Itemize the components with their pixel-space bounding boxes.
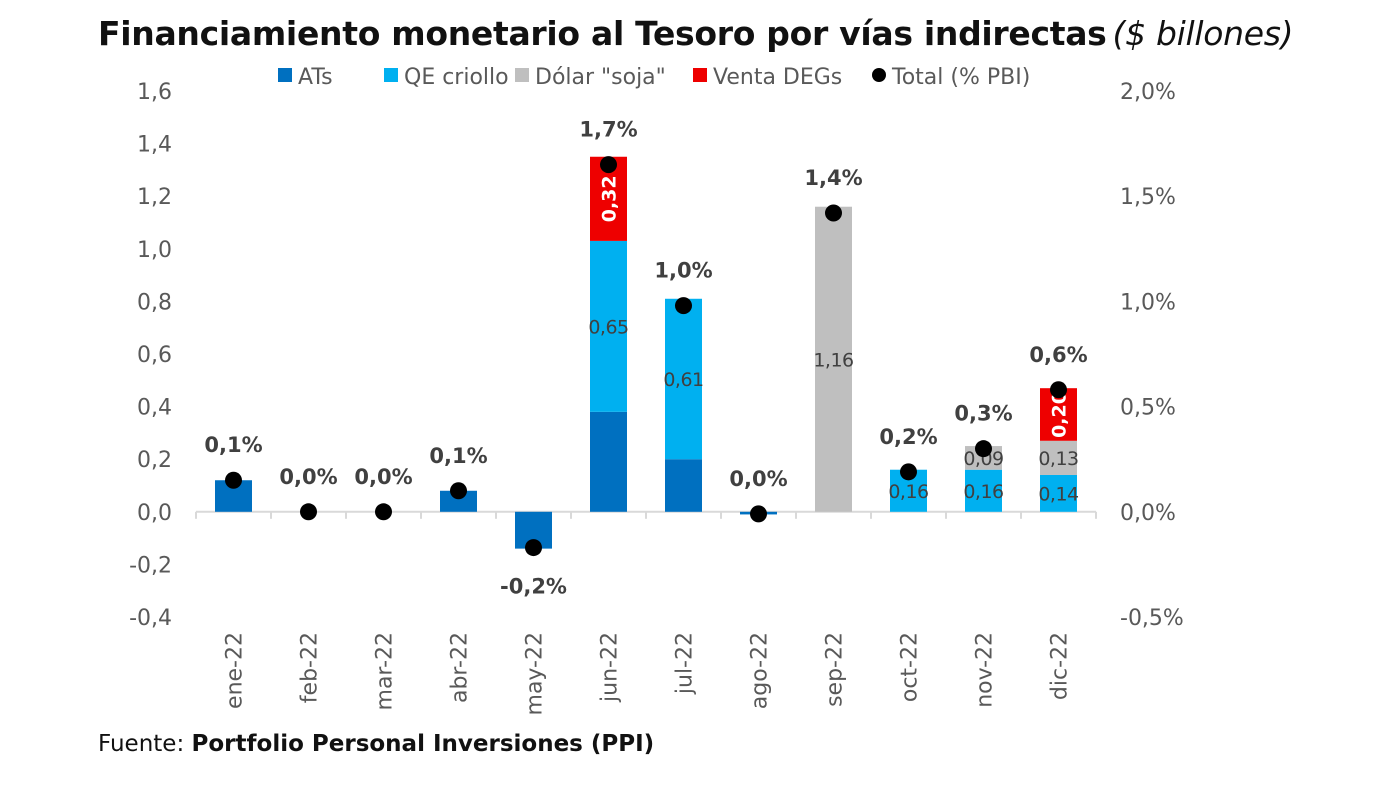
y-left-tick-label: 0,2 [137, 448, 172, 473]
y-left-tick-label: 1,4 [137, 133, 172, 158]
total-dot [525, 539, 542, 557]
total-data-label: 0,1% [429, 444, 487, 468]
legend-swatch [515, 68, 529, 82]
bar-data-label: 0,20 [1049, 391, 1071, 438]
total-dot [300, 503, 317, 521]
bar-data-label: 1,16 [813, 349, 853, 371]
total-data-label: 0,0% [354, 465, 412, 489]
y-left-tick-label: 0,4 [137, 396, 172, 421]
total-data-label: 0,2% [879, 425, 937, 449]
legend-label: Total (% PBI) [891, 65, 1030, 90]
source-label: Fuente: [98, 731, 185, 757]
source-note: Fuente: Portfolio Personal Inversiones (… [98, 731, 654, 757]
total-data-label: 1,4% [804, 166, 862, 190]
bar-data-label: 0,14 [1038, 483, 1079, 505]
x-tick-label: mar-22 [373, 632, 398, 710]
total-data-label: -0,2% [500, 575, 567, 599]
bar-qe-criollo [590, 240, 627, 412]
y-right-tick-label: 0,5% [1120, 396, 1176, 421]
bar-ats [440, 490, 477, 512]
legend-label: Dólar "soja" [535, 65, 666, 90]
total-dot [600, 156, 617, 174]
total-dot [975, 440, 992, 458]
total-dot [825, 204, 842, 222]
bar-qe-criollo [665, 298, 702, 460]
total-dot [375, 503, 392, 521]
x-tick-label: sep-22 [823, 632, 848, 707]
total-dot [225, 471, 242, 489]
chart-title: Financiamiento monetario al Tesoro por v… [98, 14, 1294, 53]
y-left-tick-label: 0,6 [137, 343, 172, 368]
legend-label: QE criollo [404, 65, 509, 90]
bar-d-lar-soja [815, 206, 852, 512]
y-right-tick-label: -0,5% [1120, 606, 1184, 631]
y-left-tick-label: 0,8 [137, 290, 172, 315]
total-data-label: 0,1% [204, 433, 262, 457]
bar-ats [590, 411, 627, 512]
total-data-label: 0,3% [954, 402, 1012, 426]
total-dot [1050, 381, 1067, 399]
x-tick-label: ene-22 [223, 632, 248, 709]
bar-qe-criollo [965, 469, 1002, 512]
bar-data-label: 0,09 [963, 448, 1003, 470]
y-right-tick-label: 2,0% [1120, 80, 1176, 105]
x-tick-label: jul-22 [673, 632, 698, 695]
legend-swatch [278, 68, 292, 82]
total-dot [450, 482, 467, 500]
legend-swatch [693, 68, 707, 82]
x-tick-label: oct-22 [898, 632, 923, 702]
y-left-tick-label: 1,0 [137, 238, 172, 263]
bar-data-label: 0,65 [588, 316, 628, 338]
total-data-label: 0,0% [729, 467, 787, 491]
bar-d-lar-soja [965, 446, 1002, 470]
bar-d-lar-soja [1040, 440, 1077, 475]
y-left-tick-label: 1,6 [137, 80, 172, 105]
bar-qe-criollo [1040, 474, 1077, 512]
total-dot [675, 297, 692, 315]
bar-data-label: 0,32 [599, 175, 621, 222]
y-left-tick-label: -0,4 [129, 606, 172, 631]
bar-data-label: 0,61 [663, 369, 703, 391]
total-data-label: 0,0% [279, 465, 337, 489]
y-right-tick-label: 0,0% [1120, 501, 1176, 526]
x-tick-label: feb-22 [298, 632, 323, 703]
bar-data-label: 0,16 [963, 481, 1003, 503]
chart-title-unit: ($ billones) [1112, 14, 1294, 53]
total-data-label: 1,7% [579, 118, 637, 142]
y-right-tick-label: 1,5% [1120, 185, 1176, 210]
total-dot [750, 505, 767, 523]
legend-label: Venta DEGs [713, 65, 842, 90]
chart-title-main: Financiamiento monetario al Tesoro por v… [98, 14, 1107, 53]
total-dot [900, 463, 917, 481]
legend-swatch [384, 68, 398, 82]
total-data-label: 1,0% [654, 259, 712, 283]
total-data-label: 0,6% [1029, 343, 1087, 367]
x-tick-label: jun-22 [598, 632, 623, 703]
source-name: Portfolio Personal Inversiones (PPI) [191, 731, 655, 757]
legend-label: ATs [298, 65, 333, 90]
x-tick-label: nov-22 [973, 632, 998, 708]
y-right-tick-label: 1,0% [1120, 290, 1176, 315]
bar-ats [665, 459, 702, 512]
x-tick-label: abr-22 [448, 632, 473, 703]
bar-data-label: 0,13 [1038, 448, 1078, 470]
x-tick-label: ago-22 [748, 632, 773, 709]
x-tick-label: may-22 [523, 632, 548, 715]
y-left-tick-label: -0,2 [129, 553, 172, 578]
y-left-tick-label: 0,0 [137, 501, 172, 526]
y-left-tick-label: 1,2 [137, 185, 172, 210]
bar-data-label: 0,16 [888, 481, 928, 503]
legend-swatch [872, 68, 886, 82]
x-tick-label: dic-22 [1048, 632, 1073, 700]
